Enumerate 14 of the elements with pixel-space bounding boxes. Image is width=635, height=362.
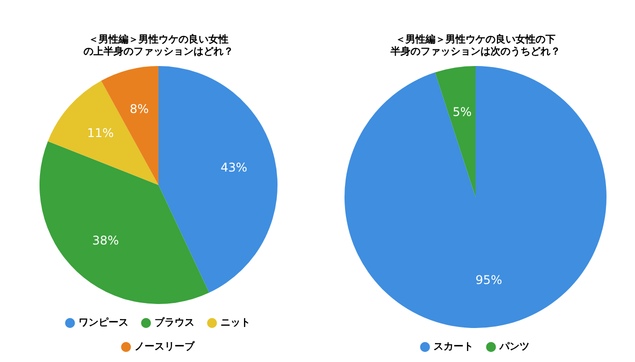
legend-label: パンツ [498,342,530,353]
chart-title: ＜男性編＞男性ウケの良い女性の下半身のファッションは次のうちどれ？ [390,34,560,58]
chart-title: ＜男性編＞男性ウケの良い女性の上半身のファッションはどれ？ [84,34,234,58]
data-label: 8% [130,102,149,116]
data-label: 5% [452,105,472,120]
legend-label: スカート [434,342,474,353]
data-label: 38% [92,234,119,248]
data-label: 43% [220,160,248,174]
legend-label: ブラウス [154,316,194,329]
data-label: 11% [87,126,114,140]
legend-label: ニット [220,318,250,329]
legend-label: ノースリーブ [134,340,196,353]
data-label: 95% [475,273,502,288]
legend-label: ワンピース [78,316,128,329]
